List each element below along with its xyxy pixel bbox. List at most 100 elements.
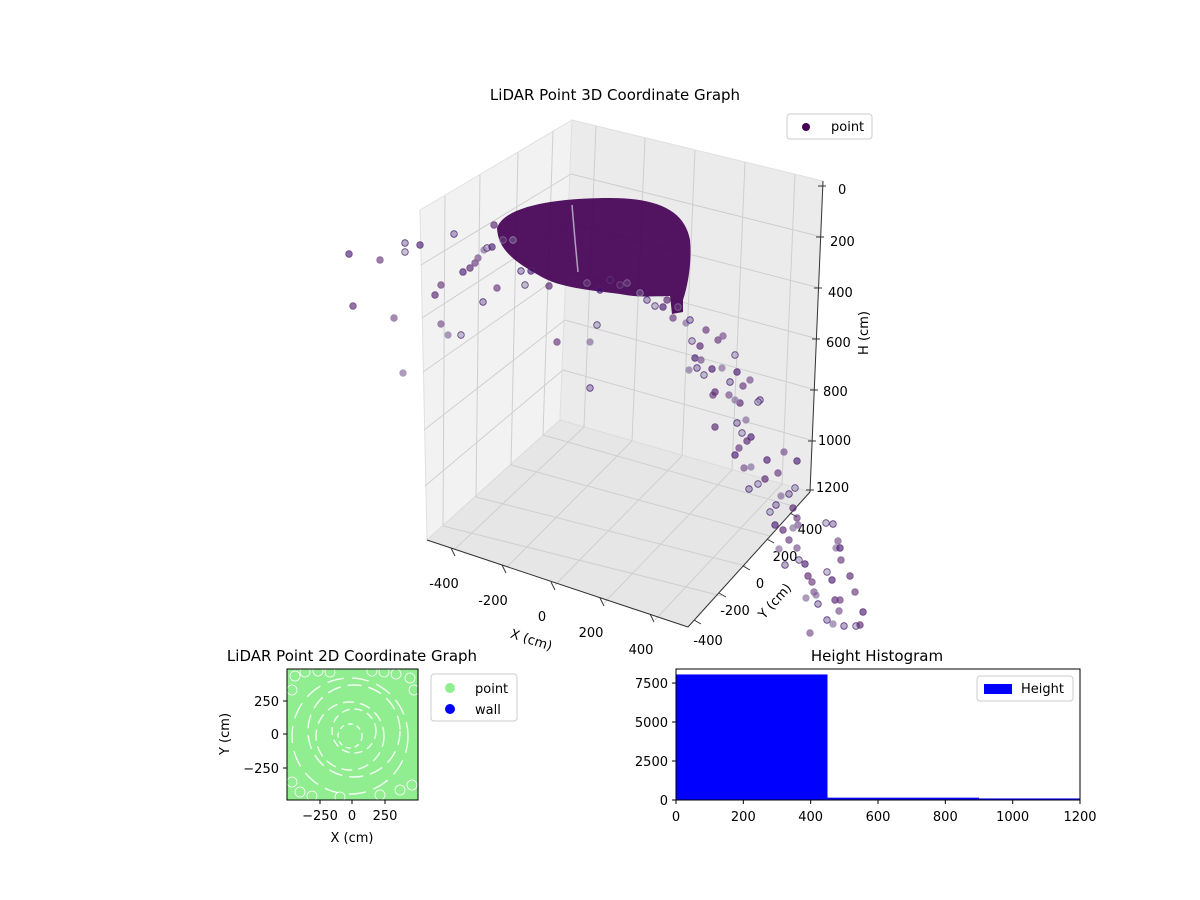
z-tick-label: 400 (828, 286, 853, 301)
point-marker (466, 264, 474, 272)
point-marker (840, 622, 848, 630)
point-marker (345, 250, 353, 258)
legend-3d-frame (786, 113, 873, 140)
point-marker (731, 396, 739, 404)
point-marker (856, 621, 864, 629)
point-marker (711, 423, 719, 431)
histogram-y-ticks: 0 2500 5000 7500 (635, 677, 676, 809)
point-marker (688, 337, 696, 345)
point-marker (859, 608, 867, 616)
point-marker (740, 464, 748, 472)
point-marker (735, 444, 743, 452)
point-marker (431, 291, 439, 299)
point-marker (725, 391, 733, 399)
point-marker (517, 267, 525, 275)
point-marker (726, 378, 734, 386)
x-tick-label: 0 (348, 809, 356, 824)
y-tick-label: 0 (660, 794, 668, 809)
z-tick-label: 600 (826, 336, 851, 351)
point-marker (771, 521, 779, 529)
point-dot (289, 670, 301, 682)
point-marker (733, 368, 741, 376)
point-dot (404, 672, 416, 684)
point-marker (812, 591, 820, 599)
x-ticks (450, 547, 655, 623)
z-ticks (806, 185, 826, 491)
ring-gap (291, 677, 409, 795)
point-marker (743, 437, 751, 445)
z-tick-label: 1000 (818, 434, 851, 449)
point-dot (408, 684, 418, 696)
z-tick-label: 0 (838, 183, 846, 198)
point-marker (804, 572, 812, 580)
point-marker (718, 364, 726, 372)
legend-3d-marker (802, 123, 810, 131)
point-marker (474, 254, 482, 262)
point-marker (793, 514, 801, 522)
x-axis-label: X (cm) (331, 831, 374, 846)
point-marker (822, 519, 830, 527)
ring-gap (315, 701, 385, 771)
legend-point-label: point (475, 682, 508, 697)
point-marker (527, 267, 535, 275)
point-marker (829, 620, 837, 628)
point-marker (553, 338, 561, 346)
x-tick-label: -400 (429, 577, 459, 592)
y-axis-label: Y (cm) (218, 713, 233, 756)
point-marker (781, 561, 789, 569)
point-marker (702, 326, 710, 334)
point-dot (334, 791, 346, 800)
point-marker (583, 279, 591, 287)
y-axis-line (687, 491, 811, 628)
y-tick-label: -200 (720, 604, 750, 619)
point-marker (808, 578, 816, 586)
point-marker (499, 236, 507, 244)
point-marker (437, 320, 445, 328)
point-marker (835, 607, 843, 615)
x-tick-label: 600 (866, 810, 891, 825)
chart-2d-title: LiDAR Point 2D Coordinate Graph (227, 647, 477, 665)
x-tick-label: 250 (373, 809, 398, 824)
point-marker (596, 286, 604, 294)
z-axis-label: H (cm) (857, 311, 872, 355)
point-marker (793, 544, 801, 552)
x-tick-label: 0 (538, 610, 546, 625)
chart-3d-title: LiDAR Point 3D Coordinate Graph (490, 86, 740, 104)
histogram-x-ticks: 0 200 400 600 800 1000 1200 (672, 800, 1097, 825)
point-marker (742, 416, 750, 424)
point-marker (801, 560, 809, 568)
legend-wall-label: wall (475, 703, 501, 718)
point-marker (479, 298, 487, 306)
y-tick-label: −250 (243, 762, 279, 777)
x-tick-label: 200 (731, 810, 756, 825)
point-marker (659, 303, 667, 311)
y-tick-label: 200 (773, 550, 798, 565)
point-marker (493, 284, 501, 292)
point-dots-2d (287, 669, 418, 800)
point-marker (606, 276, 614, 284)
x-tick-label: -200 (478, 594, 508, 609)
point-marker (700, 371, 708, 379)
point-marker (663, 296, 671, 304)
point-marker (714, 336, 722, 344)
y-tick-label: 400 (798, 523, 823, 538)
point-marker (823, 616, 831, 624)
point-marker (766, 508, 774, 516)
point-marker (802, 594, 810, 602)
point-marker (457, 331, 465, 339)
legend-histogram-label: Height (1021, 682, 1064, 697)
point-marker (731, 351, 739, 359)
point-marker (779, 526, 787, 534)
point-marker (828, 576, 836, 584)
point-marker (761, 475, 769, 483)
point-marker (823, 568, 831, 576)
point-marker (739, 382, 747, 390)
ring-pattern (291, 677, 409, 795)
histogram-bar (676, 674, 828, 800)
cluster-body (497, 198, 691, 314)
point-marker (837, 556, 845, 564)
point-marker (490, 221, 498, 229)
point-marker (834, 537, 842, 545)
point-dot (294, 786, 306, 798)
x-tick-label: 0 (672, 810, 680, 825)
